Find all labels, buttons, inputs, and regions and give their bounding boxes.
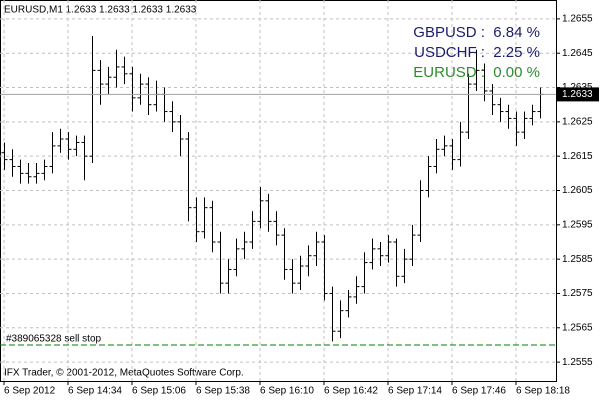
y-tick-label: 1.2605 <box>562 185 593 196</box>
x-tick-label: 6 Sep 14:34 <box>68 386 122 397</box>
x-tick-label: 6 Sep 17:46 <box>452 386 506 397</box>
y-tick-label: 1.2655 <box>562 14 593 25</box>
x-tick-label: 6 Sep 16:10 <box>260 386 314 397</box>
y-tick-label: 1.2645 <box>562 48 593 59</box>
y-tick-label: 1.2595 <box>562 219 593 230</box>
y-tick-label: 1.2565 <box>562 322 593 333</box>
x-tick-label: 6 Sep 17:14 <box>388 386 442 397</box>
y-tick-label: 1.2625 <box>562 116 593 127</box>
x-tick-label: 6 Sep 15:38 <box>196 386 250 397</box>
x-tick-label: 6 Sep 18:18 <box>516 386 570 397</box>
current-price-label: 1.2633 <box>562 89 593 100</box>
x-tick-label: 6 Sep 2012 <box>4 386 56 397</box>
y-tick-label: 1.2555 <box>562 357 593 368</box>
y-tick-label: 1.2575 <box>562 288 593 299</box>
footer: IFX Trader, © 2001-2012, MetaQuotes Soft… <box>4 368 244 379</box>
annotation: GBPUSD : 6.84 % <box>413 24 540 41</box>
x-tick-label: 6 Sep 15:06 <box>132 386 186 397</box>
chart-title: EURUSD,M1 1.2633 1.2633 1.2633 1.2633 <box>4 5 197 16</box>
order-label: #389065328 sell stop <box>6 334 102 345</box>
y-tick-label: 1.2585 <box>562 254 593 265</box>
y-tick-label: 1.2615 <box>562 151 593 162</box>
current-price-box <box>557 87 599 102</box>
annotation: EURUSD : 0.00 % <box>413 64 540 81</box>
annotation: USDCHF : 2.25 % <box>414 44 540 61</box>
x-tick-label: 6 Sep 16:42 <box>324 386 378 397</box>
